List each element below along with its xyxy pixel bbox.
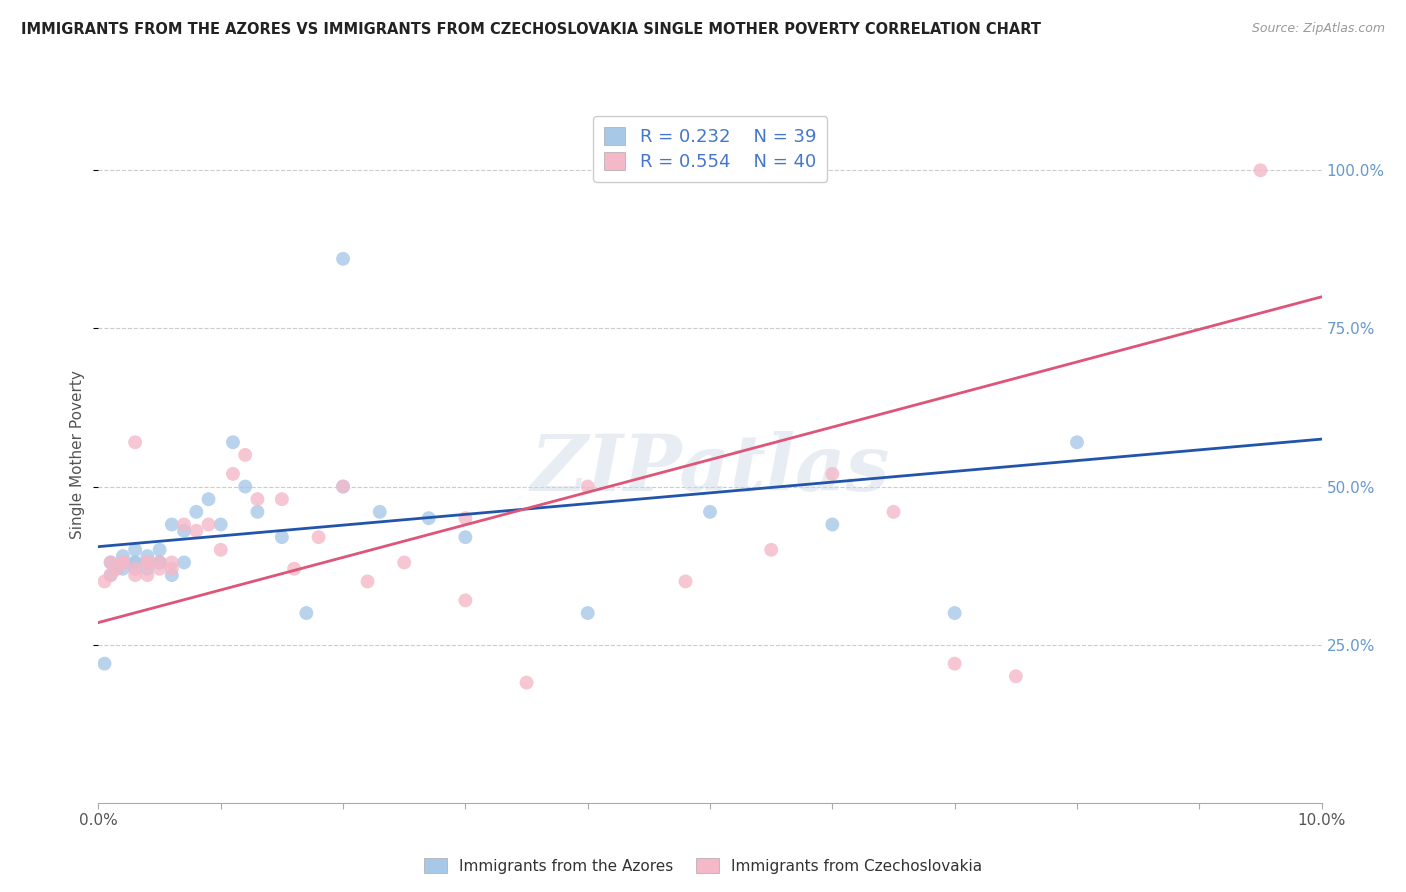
Point — [295, 606, 318, 620]
Point — [332, 479, 354, 493]
Point — [124, 435, 146, 450]
Point — [675, 574, 697, 589]
Point — [124, 562, 146, 576]
Point — [105, 562, 128, 576]
Point — [246, 492, 269, 507]
Point — [160, 556, 183, 570]
Point — [246, 505, 269, 519]
Point — [160, 568, 183, 582]
Point — [392, 556, 416, 570]
Point — [173, 556, 195, 570]
Point — [516, 675, 538, 690]
Point — [576, 606, 599, 620]
Point — [197, 492, 219, 507]
Point — [149, 562, 172, 576]
Point — [368, 505, 391, 519]
Point — [111, 556, 134, 570]
Point — [197, 517, 219, 532]
Point — [124, 556, 146, 570]
Point — [759, 542, 782, 557]
Point — [100, 568, 122, 582]
Point — [209, 517, 232, 532]
Point — [124, 562, 146, 576]
Point — [270, 530, 292, 544]
Point — [149, 556, 172, 570]
Point — [576, 479, 599, 493]
Legend: Immigrants from the Azores, Immigrants from Czechoslovakia: Immigrants from the Azores, Immigrants f… — [418, 852, 988, 880]
Point — [270, 492, 292, 507]
Point — [173, 524, 195, 538]
Point — [149, 556, 172, 570]
Point — [209, 542, 232, 557]
Point — [1004, 669, 1026, 683]
Point — [943, 606, 966, 620]
Legend: R = 0.232    N = 39, R = 0.554    N = 40: R = 0.232 N = 39, R = 0.554 N = 40 — [593, 116, 827, 182]
Point — [222, 467, 245, 481]
Point — [186, 505, 208, 519]
Point — [136, 568, 159, 582]
Point — [124, 542, 146, 557]
Point — [124, 568, 146, 582]
Point — [233, 479, 256, 493]
Point — [93, 657, 115, 671]
Point — [124, 556, 146, 570]
Point — [105, 562, 128, 576]
Point — [186, 524, 208, 538]
Point — [308, 530, 330, 544]
Point — [332, 479, 354, 493]
Point — [332, 252, 354, 266]
Point — [100, 556, 122, 570]
Point — [173, 517, 195, 532]
Point — [454, 593, 477, 607]
Point — [454, 530, 477, 544]
Point — [283, 562, 305, 576]
Point — [883, 505, 905, 519]
Point — [149, 556, 172, 570]
Point — [160, 517, 183, 532]
Text: Source: ZipAtlas.com: Source: ZipAtlas.com — [1251, 22, 1385, 36]
Point — [821, 467, 844, 481]
Text: IMMIGRANTS FROM THE AZORES VS IMMIGRANTS FROM CZECHOSLOVAKIA SINGLE MOTHER POVER: IMMIGRANTS FROM THE AZORES VS IMMIGRANTS… — [21, 22, 1040, 37]
Point — [222, 435, 245, 450]
Point — [418, 511, 440, 525]
Point — [93, 574, 115, 589]
Point — [1249, 163, 1271, 178]
Y-axis label: Single Mother Poverty: Single Mother Poverty — [70, 370, 86, 540]
Point — [136, 549, 159, 563]
Point — [136, 556, 159, 570]
Point — [699, 505, 721, 519]
Point — [356, 574, 378, 589]
Point — [149, 542, 172, 557]
Point — [233, 448, 256, 462]
Point — [111, 556, 134, 570]
Point — [136, 556, 159, 570]
Point — [136, 556, 159, 570]
Point — [943, 657, 966, 671]
Point — [160, 562, 183, 576]
Point — [100, 568, 122, 582]
Point — [111, 549, 134, 563]
Point — [100, 556, 122, 570]
Text: ZIPatlas: ZIPatlas — [530, 431, 890, 507]
Point — [821, 517, 844, 532]
Point — [111, 562, 134, 576]
Point — [111, 556, 134, 570]
Point — [136, 562, 159, 576]
Point — [1066, 435, 1088, 450]
Point — [454, 511, 477, 525]
